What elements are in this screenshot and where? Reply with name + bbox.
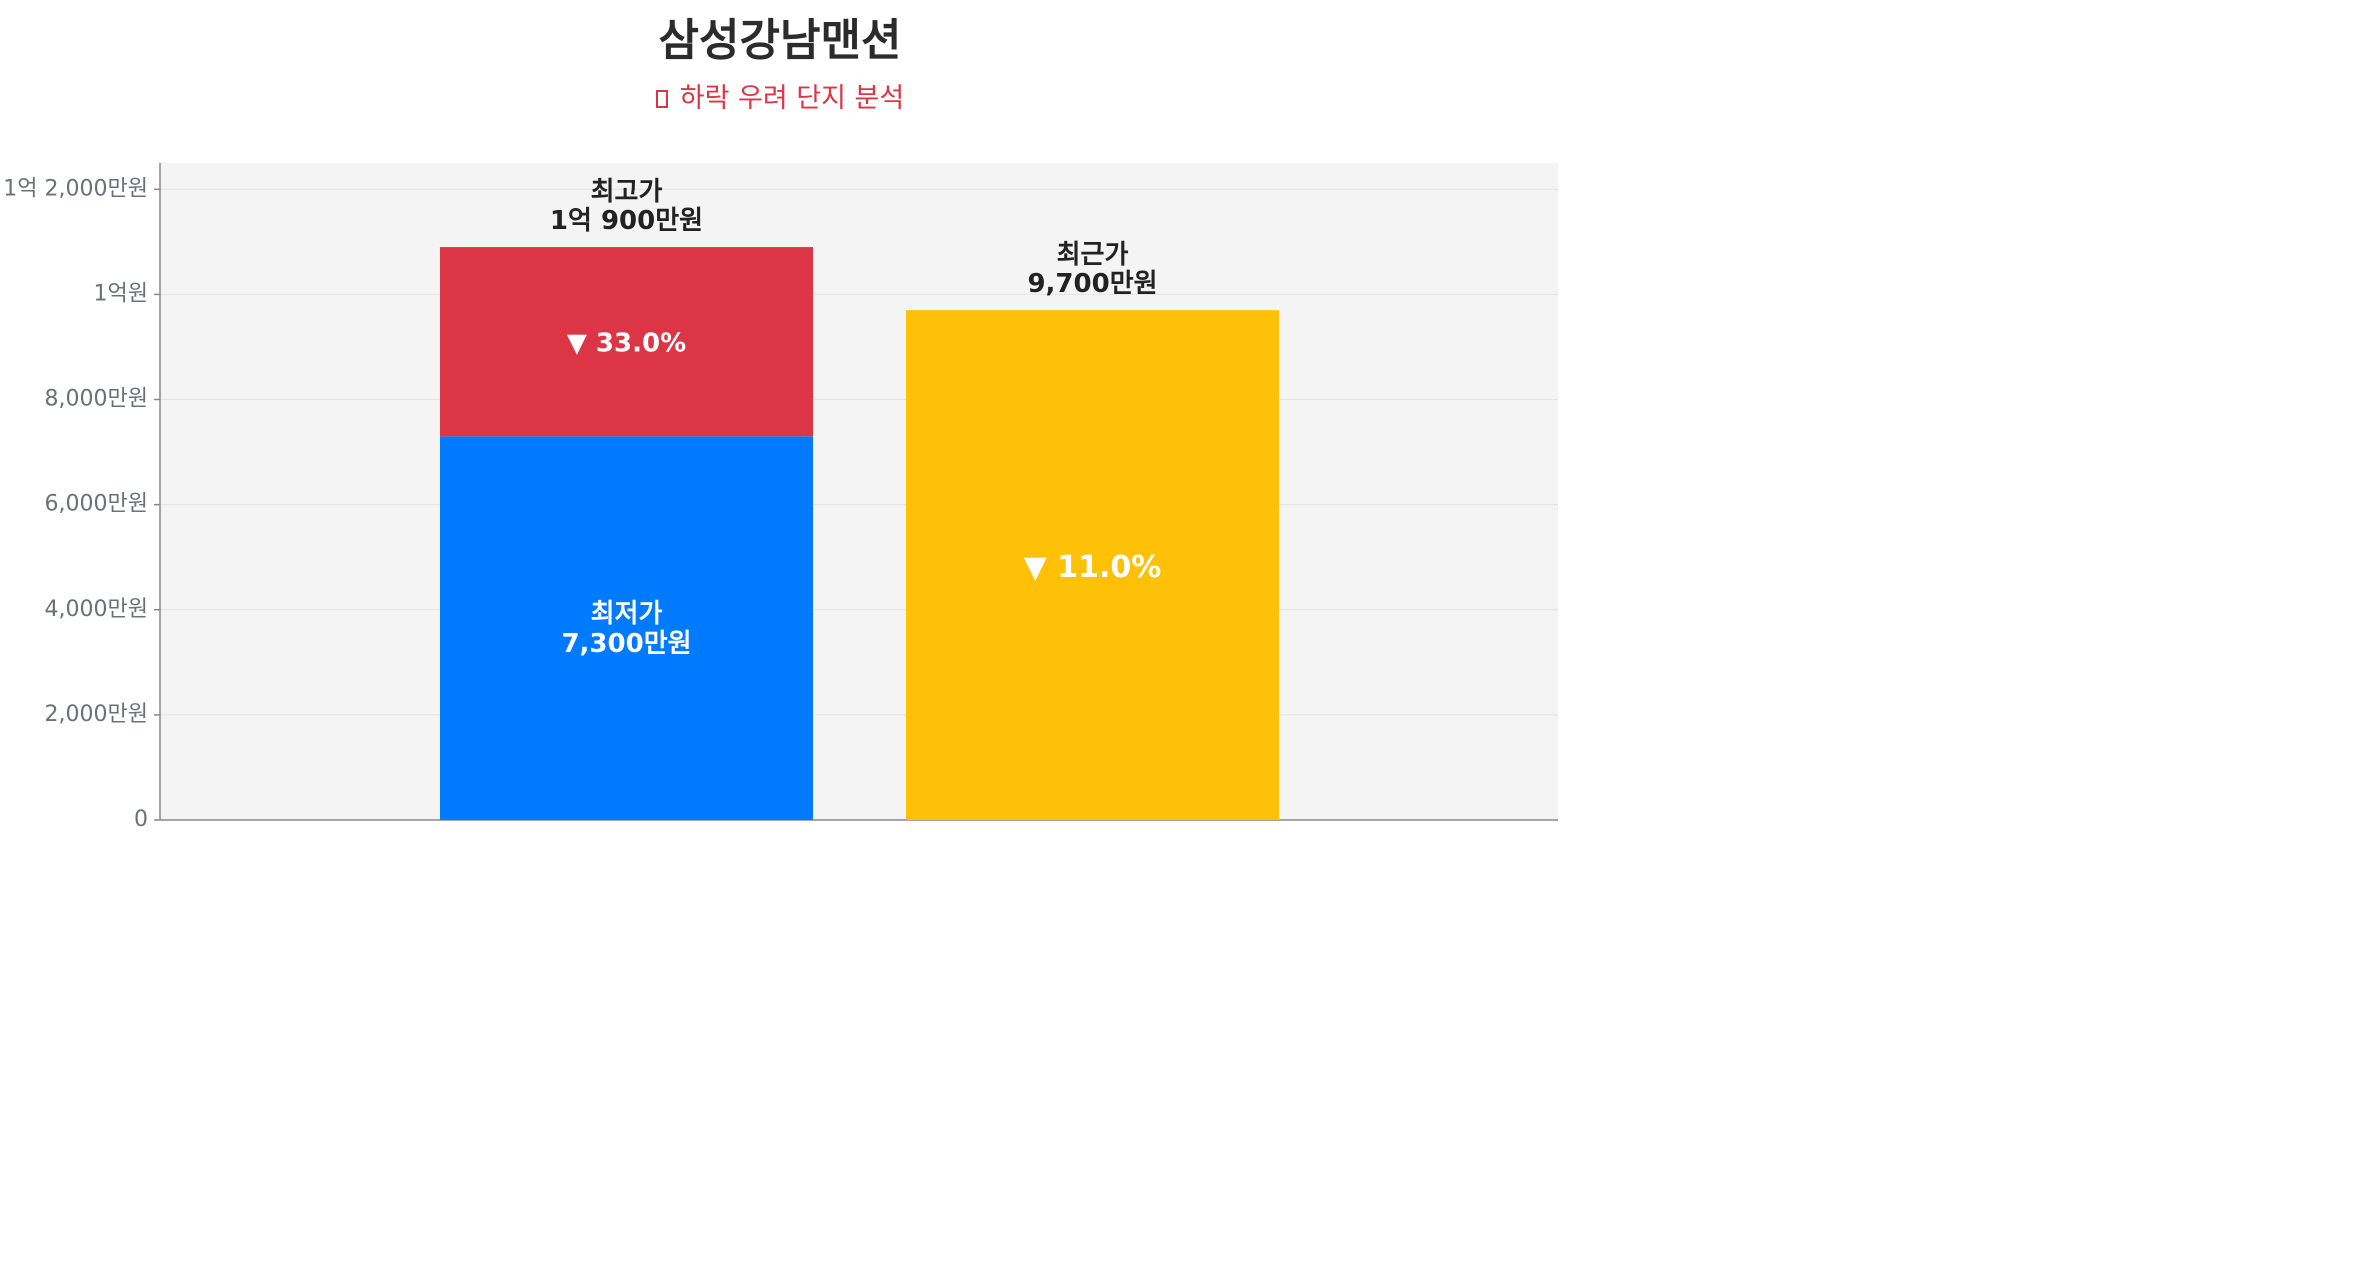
bar-recent-value: 9,700만원 — [1027, 269, 1157, 299]
y-tick-label: 0 — [134, 807, 148, 832]
bar-recent-name: 최근가 — [1057, 240, 1129, 270]
bar-high-name: 최고가 — [591, 177, 663, 207]
chart-subtitle: 하락 우려 단지 분석 — [0, 76, 1560, 115]
plot-background — [160, 163, 1558, 820]
bar-low — [440, 436, 813, 820]
y-tick-label: 6,000만원 — [45, 492, 148, 517]
bar-low-value: 7,300만원 — [561, 629, 691, 659]
y-tick-label: 1억 2,000만원 — [3, 176, 148, 201]
y-tick-label: 1억원 — [94, 281, 148, 306]
bar-high — [440, 247, 813, 437]
warning-icon — [655, 90, 668, 108]
drop-percent-label: ▼ 11.0% — [1024, 550, 1162, 585]
y-tick-label: 2,000만원 — [45, 702, 148, 727]
subtitle-text: 하락 우려 단지 분석 — [679, 83, 905, 114]
bar-low-name: 최저가 — [591, 599, 663, 629]
y-tick-label: 4,000만원 — [45, 597, 148, 622]
bar-recent — [906, 310, 1279, 820]
drop-percent-label: ▼ 33.0% — [567, 329, 686, 359]
bar-high-value: 1억 900만원 — [550, 206, 703, 236]
chart-title: 삼성강남맨션 — [658, 15, 902, 66]
y-tick-label: 8,000만원 — [45, 387, 148, 412]
